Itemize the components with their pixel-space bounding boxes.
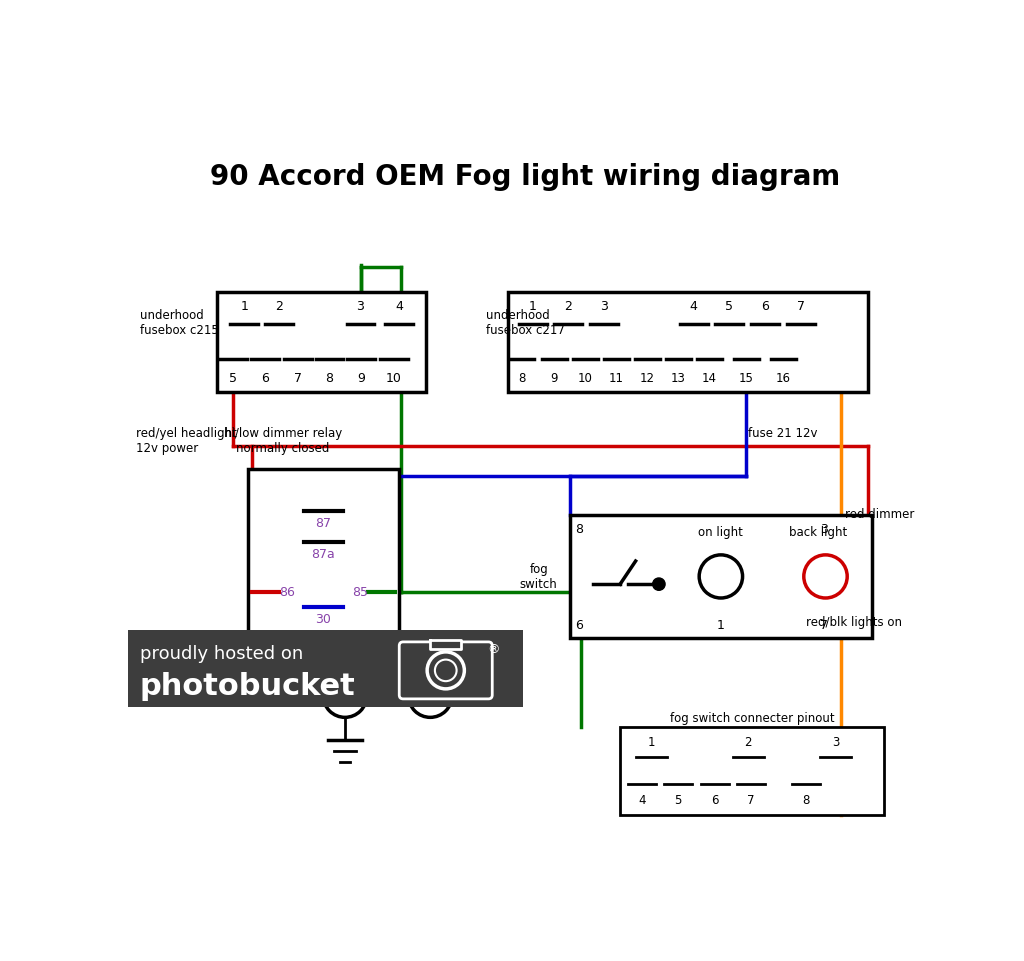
Bar [217, 292, 426, 392]
Text: 4: 4 [638, 794, 645, 806]
Text: underhood
fusebox c215: underhood fusebox c215 [139, 309, 218, 337]
Text: fog
switch: fog switch [520, 563, 558, 591]
Text: 87: 87 [315, 516, 332, 530]
Text: 87a: 87a [311, 547, 335, 560]
Text: 90 Accord OEM Fog light wiring diagram: 90 Accord OEM Fog light wiring diagram [210, 162, 840, 191]
Bar [128, 630, 523, 707]
Text: 2: 2 [275, 300, 283, 312]
Circle shape [435, 660, 457, 681]
Text: hi/low dimmer relay
normally closed: hi/low dimmer relay normally closed [224, 427, 342, 455]
Text: on light: on light [698, 526, 743, 539]
Text: 3: 3 [600, 300, 608, 312]
Text: 12: 12 [640, 372, 654, 384]
Circle shape [324, 675, 367, 718]
Text: 8: 8 [803, 794, 810, 806]
Text: 2: 2 [744, 736, 752, 749]
Text: red/blk lights on: red/blk lights on [806, 615, 902, 628]
Text: 30: 30 [315, 613, 331, 626]
Text: 85: 85 [352, 586, 369, 599]
Text: 3: 3 [831, 736, 840, 749]
Text: 11: 11 [608, 372, 624, 384]
Text: 4: 4 [690, 300, 697, 312]
Text: photobucket: photobucket [139, 672, 355, 701]
Text: 7: 7 [294, 372, 302, 384]
Text: fuse 21 12v: fuse 21 12v [748, 427, 817, 440]
Text: 8: 8 [326, 372, 334, 384]
Text: 10: 10 [386, 372, 401, 384]
Text: 7: 7 [820, 618, 828, 631]
Text: 6: 6 [575, 618, 583, 631]
Text: 6: 6 [261, 372, 269, 384]
Bar [430, 640, 461, 649]
Bar [621, 727, 884, 815]
Bar [569, 515, 872, 638]
Text: 7: 7 [748, 794, 755, 806]
Bar [508, 292, 868, 392]
Circle shape [804, 555, 847, 599]
Text: 7: 7 [797, 300, 805, 312]
Text: proudly hosted on: proudly hosted on [139, 645, 303, 663]
Text: 5: 5 [228, 372, 237, 384]
Circle shape [699, 555, 742, 599]
Text: 1: 1 [241, 300, 248, 312]
Bar [248, 469, 399, 634]
Text: 8: 8 [575, 523, 583, 535]
Text: 16: 16 [776, 372, 792, 384]
Text: 3: 3 [820, 523, 827, 535]
Text: 2: 2 [564, 300, 572, 312]
Text: 1: 1 [647, 736, 655, 749]
Text: 86: 86 [279, 586, 295, 599]
Circle shape [409, 675, 452, 718]
Text: 1: 1 [528, 300, 537, 312]
Text: ®: ® [487, 643, 500, 655]
Text: 1: 1 [717, 618, 725, 631]
Text: 4: 4 [395, 300, 403, 312]
Text: fog lights: fog lights [465, 690, 523, 702]
Circle shape [652, 579, 665, 591]
Text: 5: 5 [675, 794, 682, 806]
Text: red dimmer: red dimmer [845, 507, 914, 521]
Text: 6: 6 [711, 794, 719, 806]
Text: 5: 5 [725, 300, 733, 312]
Text: 9: 9 [357, 372, 366, 384]
Text: 13: 13 [671, 372, 686, 384]
Text: 15: 15 [739, 372, 754, 384]
Text: 6: 6 [761, 300, 769, 312]
Text: 8: 8 [518, 372, 525, 384]
FancyBboxPatch shape [399, 642, 493, 700]
Text: 3: 3 [356, 300, 365, 312]
Text: 14: 14 [701, 372, 717, 384]
Text: red/yel headlight
12v power: red/yel headlight 12v power [136, 427, 237, 455]
Text: 10: 10 [578, 372, 593, 384]
Text: fog switch connecter pinout: fog switch connecter pinout [670, 711, 835, 724]
Circle shape [427, 653, 464, 689]
Text: back light: back light [788, 526, 847, 539]
Text: 9: 9 [551, 372, 558, 384]
Text: underhood
fusebox c217: underhood fusebox c217 [486, 309, 565, 337]
